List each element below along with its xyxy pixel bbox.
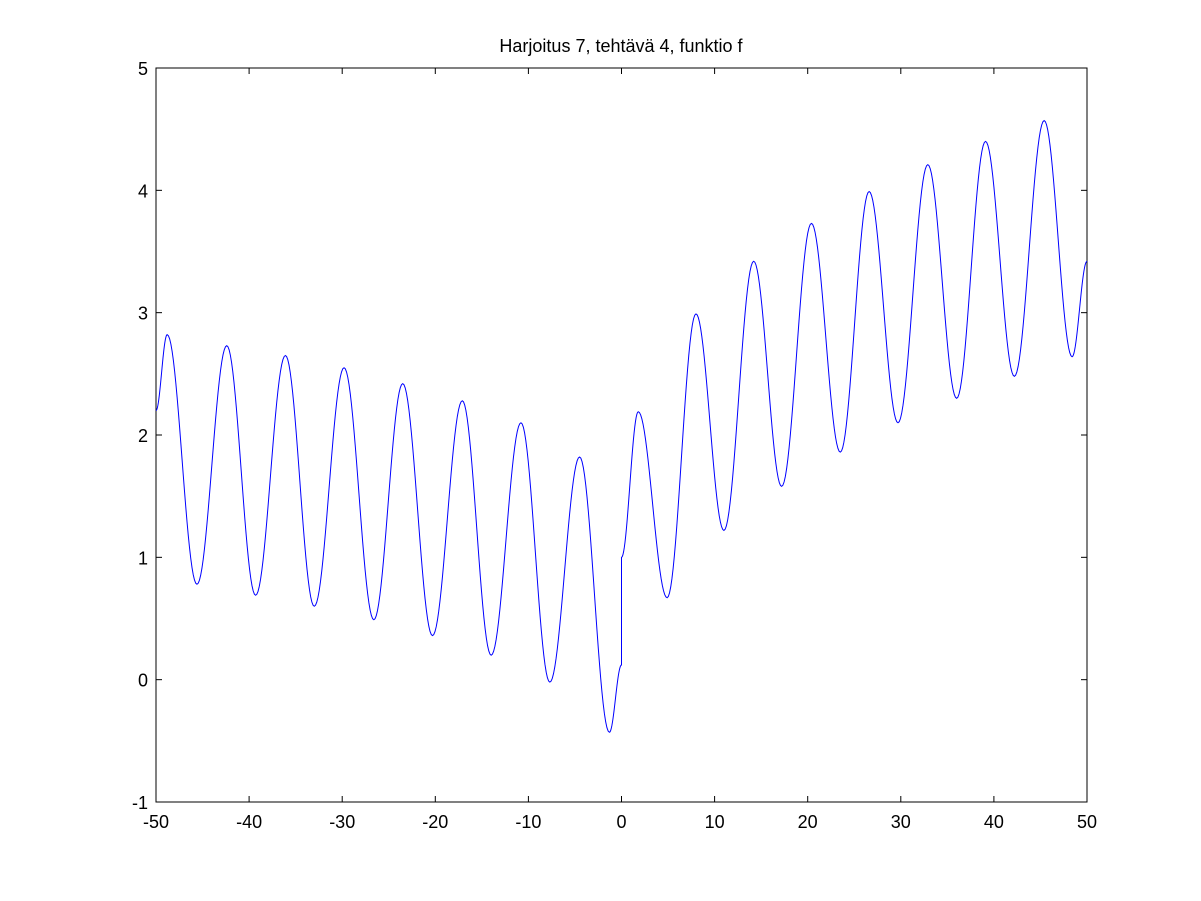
y-tick-label: 5 — [138, 59, 148, 79]
x-tick-label: 30 — [891, 812, 911, 832]
y-tick-label: -1 — [132, 793, 148, 813]
y-tick-label: 1 — [138, 548, 148, 568]
y-axis: -1 0 1 2 3 4 5 — [132, 59, 1087, 813]
x-tick-label: 10 — [705, 812, 725, 832]
x-tick-label: 0 — [616, 812, 626, 832]
x-axis: -50 -40 -30 -20 -10 0 10 20 30 40 50 — [143, 68, 1097, 832]
x-tick-label: 50 — [1077, 812, 1097, 832]
x-tick-label: 40 — [984, 812, 1004, 832]
x-tick-label: 20 — [798, 812, 818, 832]
y-tick-label: 2 — [138, 426, 148, 446]
series-line — [155, 119, 1088, 733]
plot-area — [155, 67, 1088, 803]
y-tick-label: 0 — [138, 671, 148, 691]
x-tick-label: -50 — [143, 812, 169, 832]
x-tick-label: -40 — [236, 812, 262, 832]
chart-title: Harjoitus 7, tehtävä 4, funktio f — [499, 36, 743, 56]
x-tick-label: -30 — [329, 812, 355, 832]
x-tick-label: -10 — [515, 812, 541, 832]
y-tick-label: 4 — [138, 181, 148, 201]
y-tick-label: 3 — [138, 304, 148, 324]
x-tick-label: -20 — [422, 812, 448, 832]
